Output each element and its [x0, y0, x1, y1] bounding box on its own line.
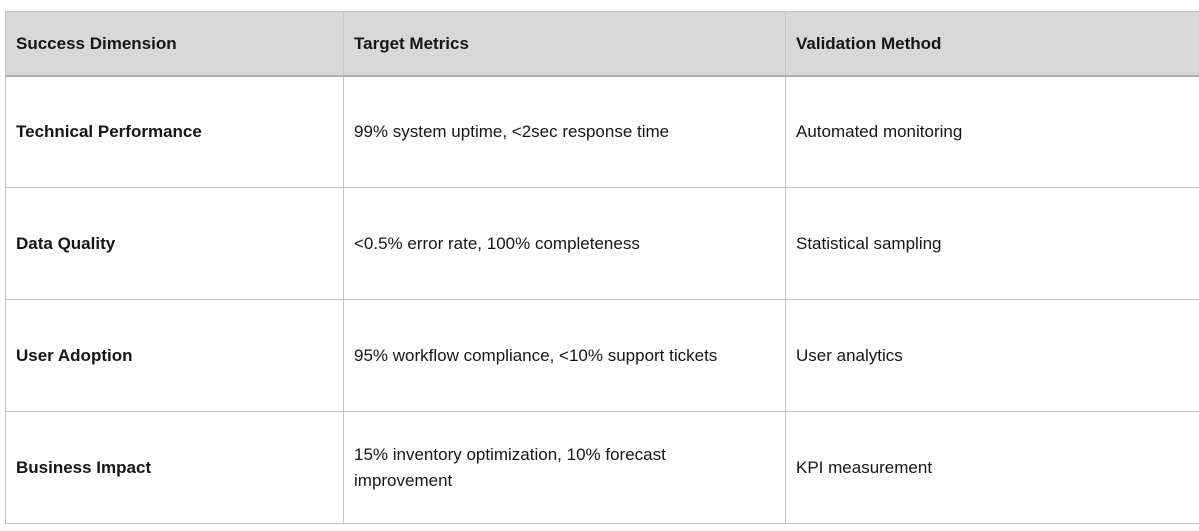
cell-text: 99% system uptime, <2sec response time [354, 122, 670, 141]
table-row: Business Impact 15% inventory optimizati… [5, 411, 1199, 524]
cell-dimension-user-adoption: User Adoption [5, 299, 344, 412]
header-row: Success Dimension Target Metrics Validat… [5, 11, 1199, 77]
cell-dimension-technical-performance: Technical Performance [5, 75, 344, 188]
column-header-success-dimension: Success Dimension [5, 11, 344, 77]
cell-validation-user-adoption: User analytics [785, 299, 1199, 412]
table-row: Data Quality <0.5% error rate, 100% comp… [5, 187, 1199, 300]
success-metrics-table-container: Success Dimension Target Metrics Validat… [5, 11, 1199, 524]
table-row: Technical Performance 99% system uptime,… [5, 75, 1199, 188]
cell-text: <0.5% error rate, 100% completeness [354, 233, 640, 253]
cell-metrics-user-adoption: 95% workflow compliance, <10% support ti… [343, 299, 786, 412]
cell-validation-business-impact: KPI measurement [785, 411, 1199, 524]
cell-validation-technical-performance: Automated monitoring [785, 75, 1199, 188]
cell-validation-data-quality: Statistical sampling [785, 187, 1199, 300]
cell-text: 15% inventory optimization, 10% forecast… [354, 445, 666, 490]
cell-text: 95% workflow compliance, <10% support ti… [354, 345, 718, 365]
column-header-validation-method: Validation Method [785, 11, 1199, 77]
cell-dimension-data-quality: Data Quality [5, 187, 344, 300]
cell-metrics-technical-performance: 99% system uptime, <2sec response time [343, 75, 786, 188]
column-header-target-metrics: Target Metrics [343, 11, 786, 77]
table-body: Technical Performance 99% system uptime,… [5, 75, 1199, 524]
success-metrics-table: Success Dimension Target Metrics Validat… [5, 11, 1199, 524]
cell-metrics-business-impact: 15% inventory optimization, 10% forecast… [343, 411, 786, 524]
table-header: Success Dimension Target Metrics Validat… [5, 11, 1199, 77]
cell-dimension-business-impact: Business Impact [5, 411, 344, 524]
table-row: User Adoption 95% workflow compliance, <… [5, 299, 1199, 412]
cell-metrics-data-quality: <0.5% error rate, 100% completeness [343, 187, 786, 300]
